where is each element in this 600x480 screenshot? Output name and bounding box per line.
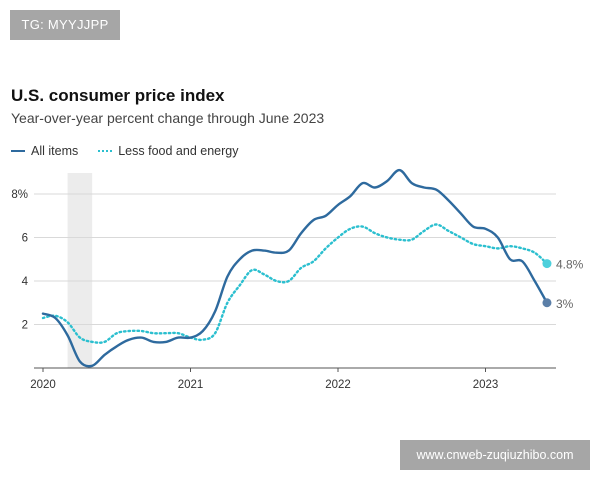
watermark-top-left: TG: MYYJJPP (10, 10, 120, 40)
chart-legend: All items Less food and energy (11, 144, 258, 158)
legend-swatch-dotted (98, 150, 113, 152)
x-tick-label: 2021 (178, 379, 204, 391)
y-tick-label: 2 (22, 320, 28, 332)
series-line-core (41, 223, 549, 344)
series-line-all-items (41, 168, 549, 368)
y-tick-label: 6 (22, 233, 28, 245)
x-tick-label: 2020 (30, 379, 56, 391)
legend-swatch-solid (11, 150, 25, 152)
end-label-core: 4.8% (556, 258, 584, 272)
y-tick-label: 8% (11, 189, 28, 201)
y-tick-label: 4 (22, 276, 29, 288)
end-dot-core (542, 259, 552, 269)
watermark-bottom-right: www.cnweb-zuqiuzhibo.com (400, 440, 590, 470)
end-dot-all-items (542, 298, 552, 308)
recession-shading (67, 173, 93, 368)
legend-item-core: Less food and energy (98, 144, 238, 158)
chart-title: U.S. consumer price index (11, 86, 225, 105)
legend-label-core: Less food and energy (118, 144, 239, 158)
chart-subtitle: Year-over-year percent change through Ju… (11, 110, 325, 126)
end-label-all-items: 3% (556, 297, 574, 311)
x-tick-label: 2022 (325, 379, 351, 391)
x-tick-label: 2023 (473, 379, 499, 391)
legend-item-all-items: All items (11, 144, 78, 158)
legend-label-all-items: All items (31, 144, 79, 158)
